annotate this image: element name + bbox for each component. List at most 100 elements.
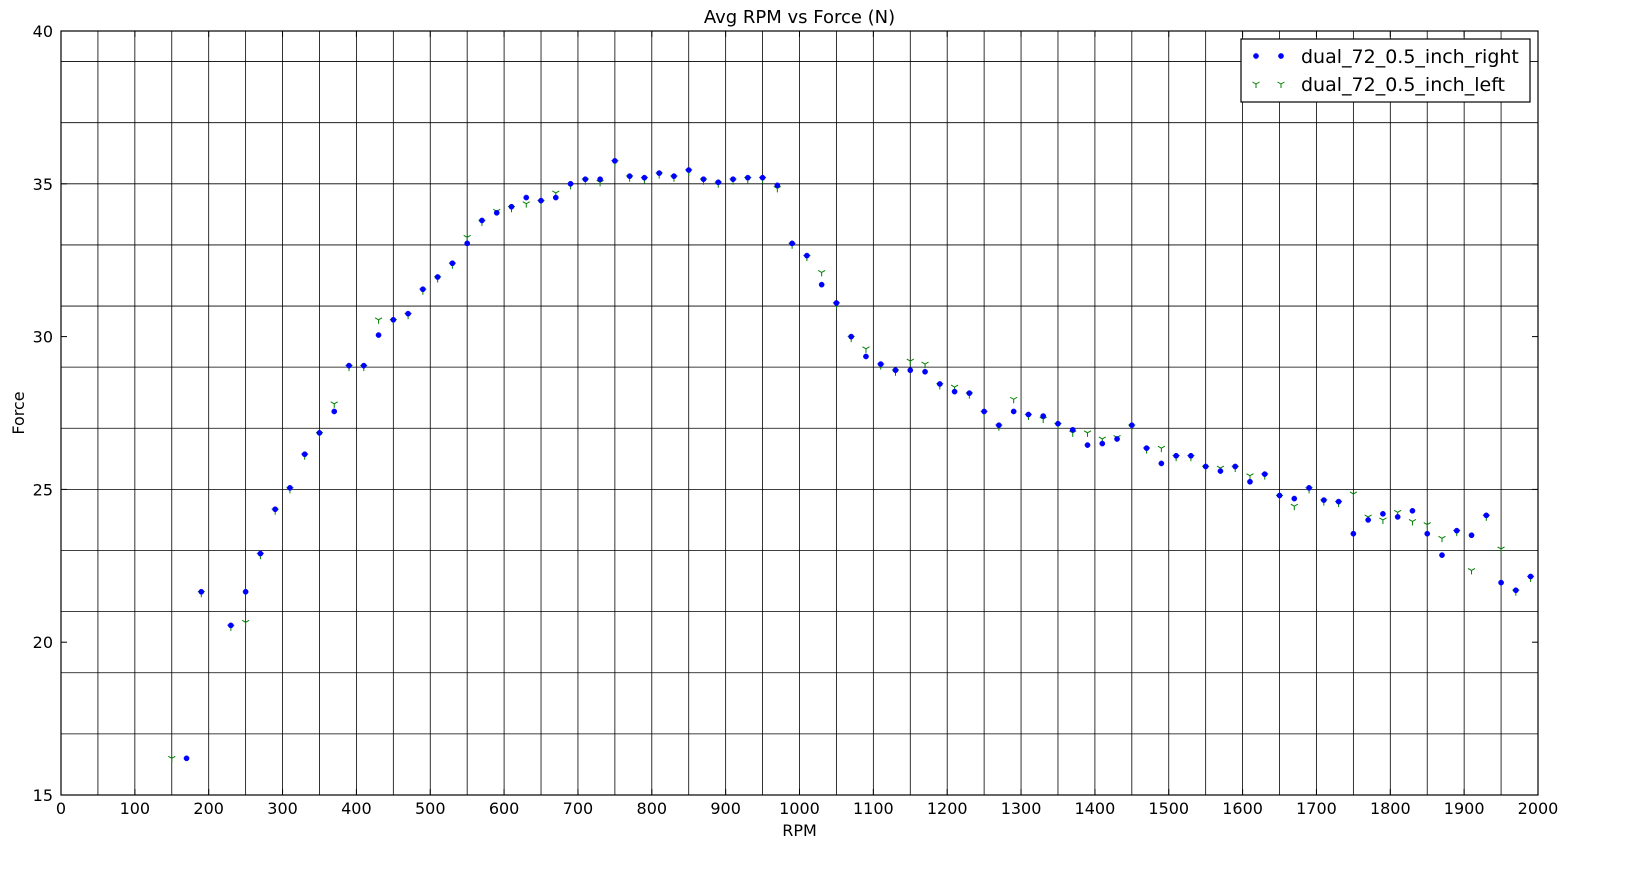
data-point-right [493, 209, 500, 216]
data-point-right [848, 333, 855, 340]
data-point-right [1483, 512, 1490, 519]
x-tick-label: 500 [415, 799, 446, 818]
data-point-right [759, 174, 766, 181]
x-tick-label: 400 [341, 799, 372, 818]
data-point-right [1453, 527, 1460, 534]
x-axis-label: RPM [782, 821, 817, 840]
grid-lines [61, 31, 1538, 795]
data-point-right [612, 158, 618, 164]
x-tick-label: 800 [637, 799, 668, 818]
data-point-right [582, 176, 589, 183]
data-point-right [1424, 530, 1431, 537]
data-point-right [1306, 485, 1312, 491]
data-point-left [241, 619, 250, 627]
legend-point-marker [1253, 53, 1259, 59]
data-point-right [1114, 436, 1120, 442]
data-point-right [597, 176, 603, 183]
data-point-right [272, 506, 279, 513]
data-point-left [168, 755, 176, 763]
data-point-right [464, 240, 471, 247]
data-point-right [508, 203, 515, 210]
data-point-right [744, 174, 751, 181]
data-point-left [906, 358, 915, 366]
data-point-right [567, 180, 574, 187]
data-point-left [1379, 517, 1387, 524]
data-point-right [1173, 452, 1179, 459]
data-point-right [316, 430, 323, 436]
data-point-right [818, 281, 825, 288]
legend-tri-marker [1252, 81, 1260, 88]
data-point-right [981, 408, 987, 415]
data-point-left [330, 401, 338, 408]
data-point-left [862, 346, 870, 353]
data-point-right [538, 197, 544, 204]
data-point-right [242, 588, 249, 595]
data-point-right [1040, 413, 1047, 419]
data-point-right [228, 622, 234, 629]
data-point-right [1439, 552, 1445, 558]
data-point-right [1158, 460, 1165, 467]
x-tick-label: 300 [267, 799, 298, 818]
data-point-right [1084, 442, 1091, 448]
series-right [183, 158, 1534, 762]
legend-tri-marker [1277, 81, 1285, 88]
x-tick-label: 1900 [1444, 799, 1485, 818]
y-tick-label: 20 [33, 633, 53, 652]
x-tick-label: 1200 [927, 799, 968, 818]
data-point-right [479, 217, 485, 224]
data-point-right [1320, 497, 1327, 503]
data-point-left [1083, 430, 1092, 437]
x-tick-label: 1300 [1001, 799, 1042, 818]
data-point-right [1380, 510, 1386, 517]
data-point-right [390, 316, 397, 323]
data-point-left [374, 317, 383, 324]
data-point-right [183, 755, 190, 762]
data-point-right [405, 310, 411, 317]
data-point-left [1157, 445, 1166, 453]
data-point-right [1350, 530, 1357, 537]
data-point-right [1498, 579, 1504, 586]
data-point-right [774, 182, 781, 189]
legend-marker-left [1252, 81, 1285, 88]
data-point-right [1291, 495, 1298, 502]
data-point-left [817, 269, 826, 277]
data-point-right [1527, 573, 1534, 580]
data-point-right [1247, 478, 1253, 485]
data-point-right [360, 362, 367, 369]
chart-title: Avg RPM vs Force (N) [704, 7, 895, 28]
data-point-right [434, 274, 441, 280]
data-point-right [375, 332, 382, 338]
data-point-left [1467, 567, 1476, 575]
x-tick-labels: 0 100 200 300 400 500 600 700 800 900 1000 1100 1200… [56, 799, 1558, 818]
x-tick-label: 700 [563, 799, 594, 818]
y-tick-labels: 15 20 25 30 35 40 [33, 22, 53, 805]
data-point-left [1408, 519, 1417, 526]
data-point-right [892, 367, 899, 374]
data-point-right [1394, 514, 1401, 520]
data-point-left [1438, 535, 1446, 543]
data-point-right [1055, 420, 1061, 427]
data-point-left [1349, 491, 1358, 498]
x-tick-label: 600 [489, 799, 520, 818]
data-point-right [1025, 411, 1032, 418]
data-point-right [287, 485, 293, 491]
data-point-right [346, 362, 352, 369]
data-point-right [730, 176, 736, 183]
data-point-right [789, 240, 795, 247]
x-tick-label: 100 [120, 799, 151, 818]
data-point-right [257, 550, 264, 557]
legend-entry-right: dual_72_0.5_inch_right [1253, 46, 1519, 68]
data-point-right [1069, 426, 1076, 433]
data-point-left [1423, 522, 1431, 529]
data-point-right [1276, 492, 1283, 499]
data-point-right [301, 451, 308, 458]
data-point-right [936, 381, 943, 387]
data-point-right [626, 173, 633, 180]
x-tick-label: 900 [710, 799, 741, 818]
data-point-right [523, 194, 530, 201]
data-point-right [863, 353, 869, 360]
data-point-right [641, 174, 648, 181]
x-tick-label: 1000 [779, 799, 820, 818]
data-point-right [1232, 463, 1239, 470]
